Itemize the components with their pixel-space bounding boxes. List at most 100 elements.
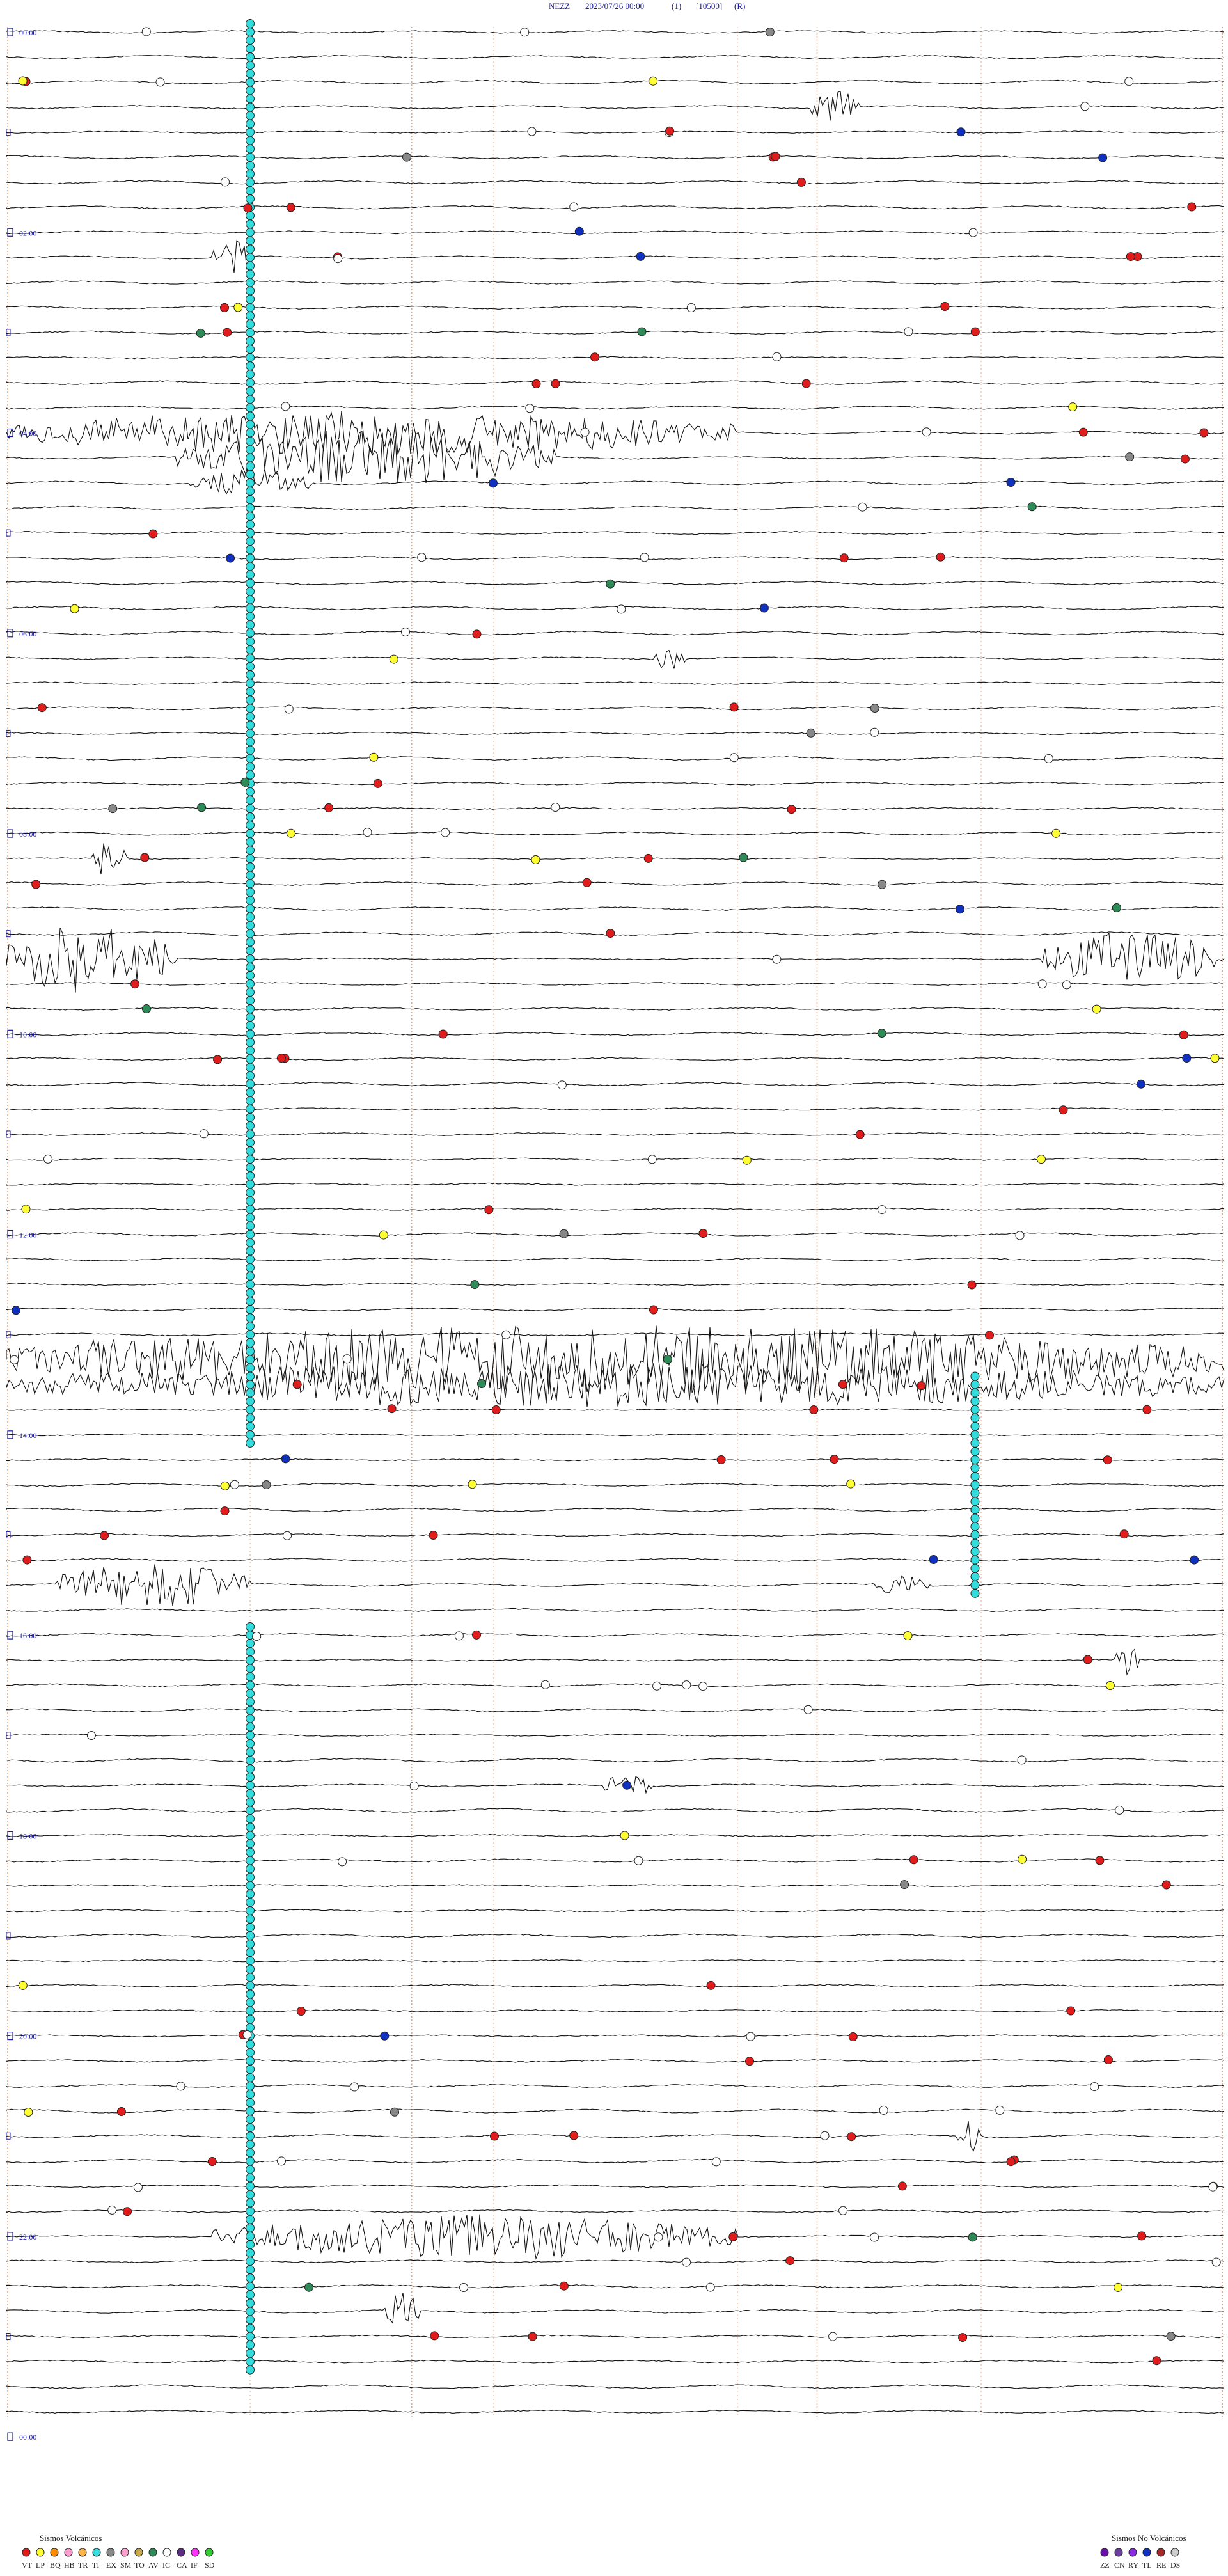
ti-event-marker (246, 461, 255, 471)
event-marker-vt (1179, 1030, 1188, 1039)
legend-label-cn: CN (1114, 2561, 1125, 2570)
event-marker-av (470, 1280, 480, 1290)
ti-event-marker (246, 754, 255, 763)
trace-line (6, 2359, 1225, 2364)
ti-event-marker (246, 436, 255, 446)
trace-line (6, 1325, 1225, 1395)
quarter-bracket (6, 1331, 11, 1338)
ti-event-marker (246, 1188, 255, 1197)
ti-event-marker (246, 1046, 255, 1055)
event-marker-ic (155, 77, 165, 87)
ti-event-marker (246, 470, 255, 479)
ti-event-marker (246, 370, 255, 379)
ti-event-marker (246, 1121, 255, 1130)
ti-event-marker (246, 2115, 255, 2124)
event-marker-ic (525, 404, 535, 413)
ti-event-marker (246, 169, 255, 178)
event-marker-tl (489, 478, 498, 488)
event-marker-vt (698, 1229, 708, 1238)
hour-bracket (7, 1029, 13, 1038)
ti-event-marker (246, 77, 255, 87)
event-marker-ex (1166, 2332, 1176, 2341)
ti-event-marker (246, 186, 255, 195)
ti-event-marker (246, 620, 255, 629)
trace-line (6, 130, 1225, 134)
legend-label-zz: ZZ (1100, 2561, 1110, 2570)
ti-event-marker (246, 720, 255, 730)
ti-event-marker (246, 1054, 255, 1064)
legend-label-sd: SD (205, 2561, 215, 2570)
event-marker-tl (956, 127, 966, 137)
legend-nonvolcanic-title: Sismos No Volcánicos (1112, 2533, 1186, 2543)
ti-event-marker (246, 553, 255, 563)
event-marker-vt (745, 2057, 754, 2066)
event-marker-ex (262, 1480, 271, 1489)
event-marker-av (606, 579, 615, 589)
event-marker-vt (847, 2132, 856, 2142)
legend-swatch-to (134, 2548, 143, 2557)
ti-event-marker (246, 1647, 255, 1657)
ti-event-marker (246, 36, 255, 45)
ti-event-marker (246, 2298, 255, 2308)
event-marker-vt (909, 1855, 918, 1865)
ti-event-marker (246, 2181, 255, 2191)
event-marker-ic (557, 1080, 567, 1090)
ti-event-marker (246, 294, 255, 304)
ti-event-marker (246, 395, 255, 404)
legend-volcanic-title: Sismos Volcánicos (40, 2533, 102, 2543)
event-marker-vt (1095, 1856, 1105, 1865)
event-marker-vt (809, 1405, 819, 1414)
trace-line (6, 505, 1225, 510)
ti-event-marker (246, 236, 255, 246)
ti-event-marker (246, 1063, 255, 1072)
ti-event-marker (970, 1489, 980, 1498)
ti-event-marker (246, 912, 255, 922)
hour-label: 20:00 (19, 2032, 36, 2041)
hour-bracket (7, 2232, 13, 2241)
event-marker-lp (18, 76, 28, 86)
trace-line (6, 606, 1225, 610)
event-marker-vt (796, 177, 806, 187)
event-marker-lp (1105, 1681, 1115, 1690)
ti-event-marker (246, 628, 255, 638)
ti-event-marker (246, 2231, 255, 2241)
ti-event-marker (246, 996, 255, 1006)
ti-event-marker (246, 545, 255, 555)
event-marker-ic (686, 303, 696, 312)
ti-event-marker (246, 812, 255, 821)
event-marker-vt (897, 2181, 907, 2191)
ti-event-marker (246, 2290, 255, 2300)
ti-event-marker (246, 929, 255, 938)
ti-event-marker (246, 1413, 255, 1423)
event-marker-ic (242, 2030, 252, 2039)
ti-event-marker (246, 119, 255, 129)
trace-line (6, 79, 1225, 84)
legend-label-tl: TL (1142, 2561, 1152, 2570)
trace-line (6, 2009, 1225, 2012)
ti-event-marker (246, 1872, 255, 1882)
event-marker-vt (1066, 2006, 1076, 2016)
event-marker-lp (846, 1479, 856, 1489)
ti-event-marker (246, 636, 255, 646)
event-marker-vt (1199, 428, 1209, 438)
trace-line (6, 1833, 1225, 1837)
event-marker-av (196, 328, 205, 338)
ti-event-marker (246, 453, 255, 462)
trace-line (6, 843, 1225, 874)
event-marker-tl (622, 1780, 632, 1790)
legend-label-ca: CA (177, 2561, 187, 2570)
trace-line (6, 1363, 1225, 1407)
ti-event-marker (246, 1196, 255, 1206)
ti-event-marker (246, 478, 255, 487)
event-marker-vt (1006, 2157, 1016, 2167)
ti-event-marker (246, 1163, 255, 1173)
trace-line (6, 1564, 1225, 1606)
event-marker-ic (580, 427, 590, 437)
event-marker-vt (1152, 2356, 1161, 2366)
ti-event-marker (970, 1446, 980, 1456)
trace-line (6, 2121, 1225, 2152)
event-marker-lp (21, 1205, 31, 1214)
ti-event-marker (246, 1288, 255, 1297)
ti-event-marker (246, 1680, 255, 1690)
event-marker-vt (716, 1455, 726, 1464)
